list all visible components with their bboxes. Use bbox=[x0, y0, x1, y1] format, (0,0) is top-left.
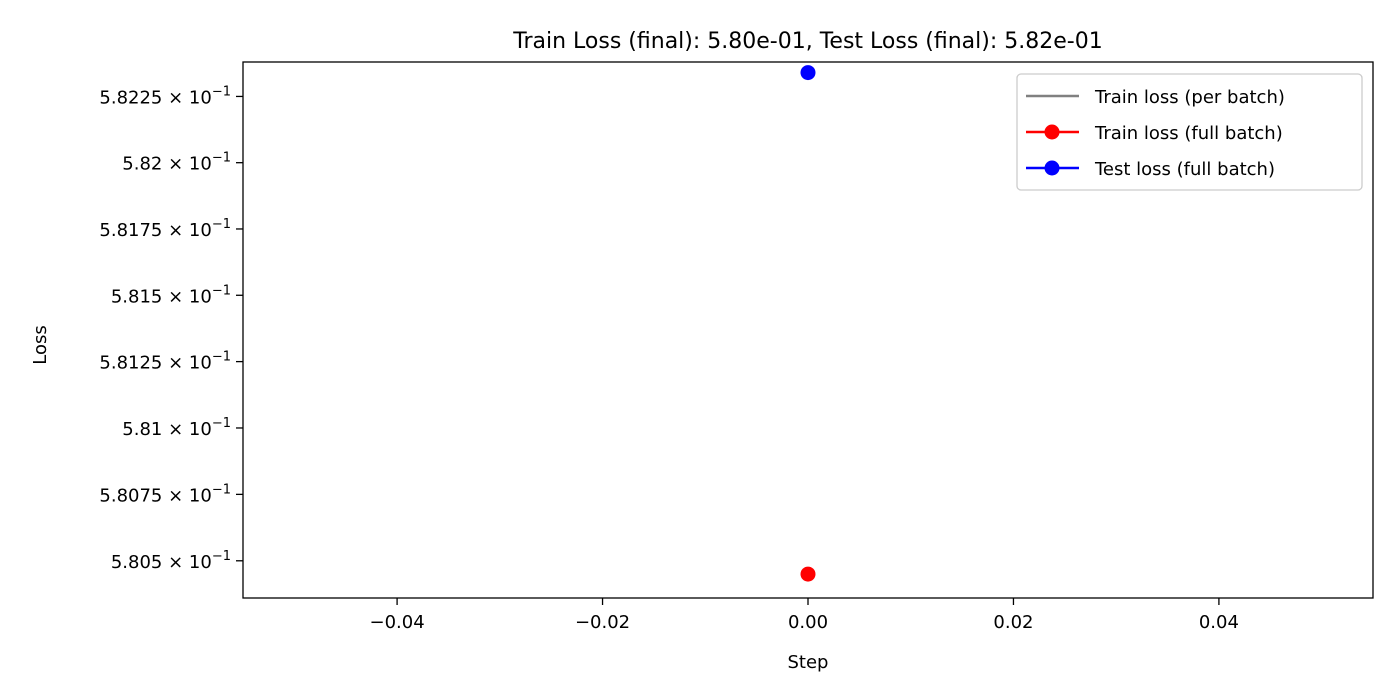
chart-title: Train Loss (final): 5.80e-01, Test Loss … bbox=[512, 29, 1102, 54]
data-point-test-full-batch bbox=[800, 65, 816, 81]
y-ticks: 5.805 × 10−1 5.8075 × 10−1 5.81 × 10−1 5.81… bbox=[99, 84, 243, 573]
legend-marker bbox=[1044, 124, 1060, 140]
x-ticks: −0.04 −0.02 0.00 0.02 0.04 bbox=[370, 598, 1239, 633]
y-tick-label: 5.8225 × 10−1 bbox=[99, 84, 231, 108]
x-tick-label: 0.00 bbox=[788, 612, 828, 633]
x-tick-label: −0.04 bbox=[370, 612, 425, 633]
y-tick-label: 5.805 × 10−1 bbox=[111, 549, 231, 573]
legend-label: Train loss (per batch) bbox=[1094, 87, 1285, 108]
legend-label: Train loss (full batch) bbox=[1094, 123, 1283, 144]
data-point-train-full-batch bbox=[800, 566, 816, 582]
plot-frame bbox=[242, 61, 1374, 599]
y-tick-label: 5.815 × 10−1 bbox=[111, 283, 231, 307]
y-axis-label: Loss bbox=[30, 325, 51, 364]
x-tick-label: −0.02 bbox=[575, 612, 630, 633]
x-tick-label: 0.04 bbox=[1199, 612, 1239, 633]
x-tick-label: 0.02 bbox=[993, 612, 1033, 633]
y-tick-label: 5.8125 × 10−1 bbox=[99, 350, 231, 374]
y-tick-label: 5.8175 × 10−1 bbox=[99, 217, 231, 241]
data-points bbox=[800, 65, 816, 582]
y-tick-label: 5.81 × 10−1 bbox=[122, 416, 231, 440]
legend-box bbox=[1016, 73, 1363, 191]
y-tick-label: 5.82 × 10−1 bbox=[122, 151, 231, 175]
legend: Train loss (per batch) Train loss (full b… bbox=[1016, 73, 1363, 191]
legend-label: Test loss (full batch) bbox=[1094, 159, 1275, 180]
x-axis-label: Step bbox=[788, 652, 829, 673]
y-tick-label: 5.8075 × 10−1 bbox=[99, 482, 231, 506]
legend-marker bbox=[1044, 160, 1060, 176]
